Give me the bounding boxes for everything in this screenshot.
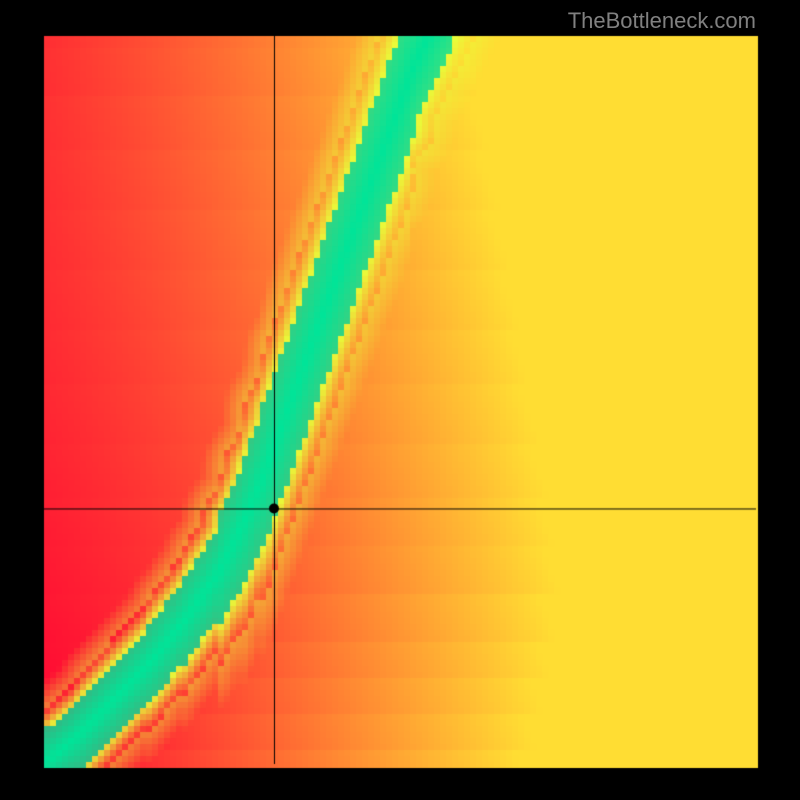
- chart-container: TheBottleneck.com: [0, 0, 800, 800]
- attribution-text: TheBottleneck.com: [568, 8, 756, 34]
- bottleneck-heatmap: [0, 0, 800, 800]
